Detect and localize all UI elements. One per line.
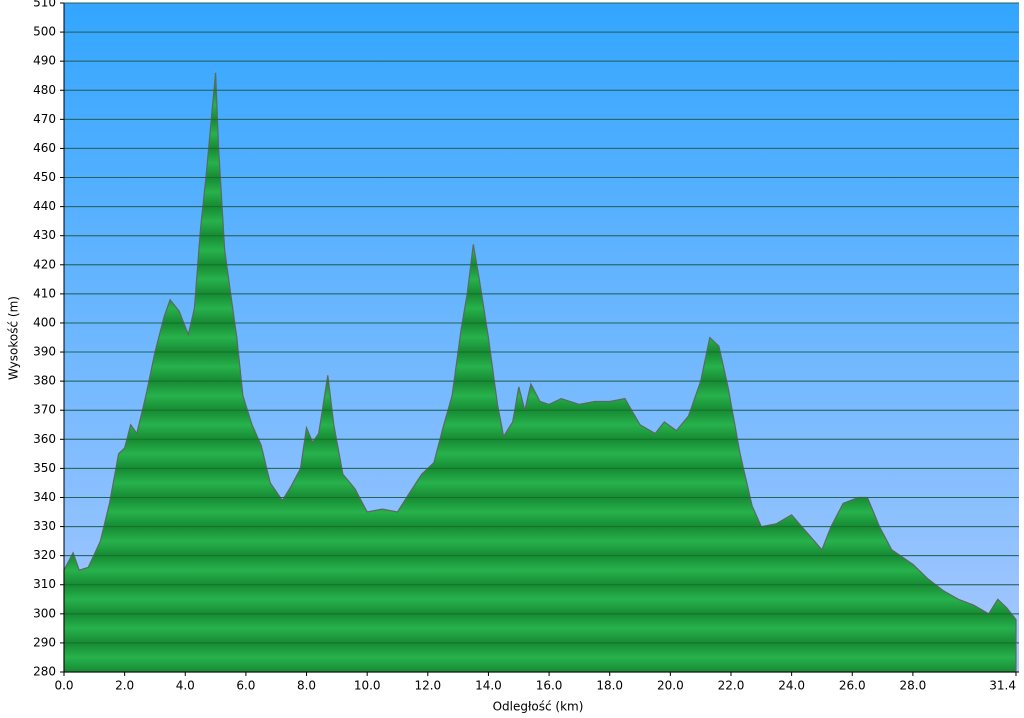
x-tick-label: 2.0 xyxy=(115,679,134,693)
y-axis-label: Wysokość (m) xyxy=(7,296,21,380)
y-tick-label: 430 xyxy=(33,228,56,242)
x-tick-label: 0.0 xyxy=(54,679,73,693)
y-tick-label: 510 xyxy=(33,0,56,10)
y-tick-label: 500 xyxy=(33,25,56,39)
y-tick-label: 320 xyxy=(33,548,56,562)
y-tick-label: 310 xyxy=(33,577,56,591)
x-tick-label: 16.0 xyxy=(536,679,563,693)
y-tick-label: 300 xyxy=(33,606,56,620)
y-tick-label: 490 xyxy=(33,54,56,68)
y-tick-label: 330 xyxy=(33,519,56,533)
y-tick-label: 400 xyxy=(33,315,56,329)
y-tick-label: 470 xyxy=(33,112,56,126)
x-tick-label: 4.0 xyxy=(176,679,195,693)
x-tick-label: 28.0 xyxy=(900,679,927,693)
y-tick-label: 280 xyxy=(33,665,56,679)
y-tick-label: 390 xyxy=(33,345,56,359)
y-tick-label: 350 xyxy=(33,461,56,475)
x-tick-label: 14.0 xyxy=(475,679,502,693)
elevation-area xyxy=(63,72,1017,673)
y-tick-label: 380 xyxy=(33,374,56,388)
y-tick-label: 360 xyxy=(33,432,56,446)
x-tick-label: 26.0 xyxy=(839,679,866,693)
x-tick-label: 12.0 xyxy=(414,679,441,693)
y-tick-label: 440 xyxy=(33,199,56,213)
y-tick-label: 410 xyxy=(33,286,56,300)
y-tick-label: 450 xyxy=(33,170,56,184)
y-tick-label: 480 xyxy=(33,83,56,97)
y-tick-label: 370 xyxy=(33,403,56,417)
y-tick-label: 340 xyxy=(33,490,56,504)
x-tick-label: 10.0 xyxy=(354,679,381,693)
x-tick-label: 8.0 xyxy=(297,679,316,693)
y-tick-label: 420 xyxy=(33,257,56,271)
x-tick-label: 22.0 xyxy=(718,679,745,693)
x-tick-label: 20.0 xyxy=(657,679,684,693)
x-tick-label: 6.0 xyxy=(236,679,255,693)
x-tick-label: 24.0 xyxy=(778,679,805,693)
x-axis-label: Odległość (km) xyxy=(493,700,584,714)
y-tick-label: 460 xyxy=(33,141,56,155)
x-tick-label: 18.0 xyxy=(596,679,623,693)
y-tick-label: 290 xyxy=(33,635,56,649)
x-tick-label: 31.4 xyxy=(989,679,1016,693)
